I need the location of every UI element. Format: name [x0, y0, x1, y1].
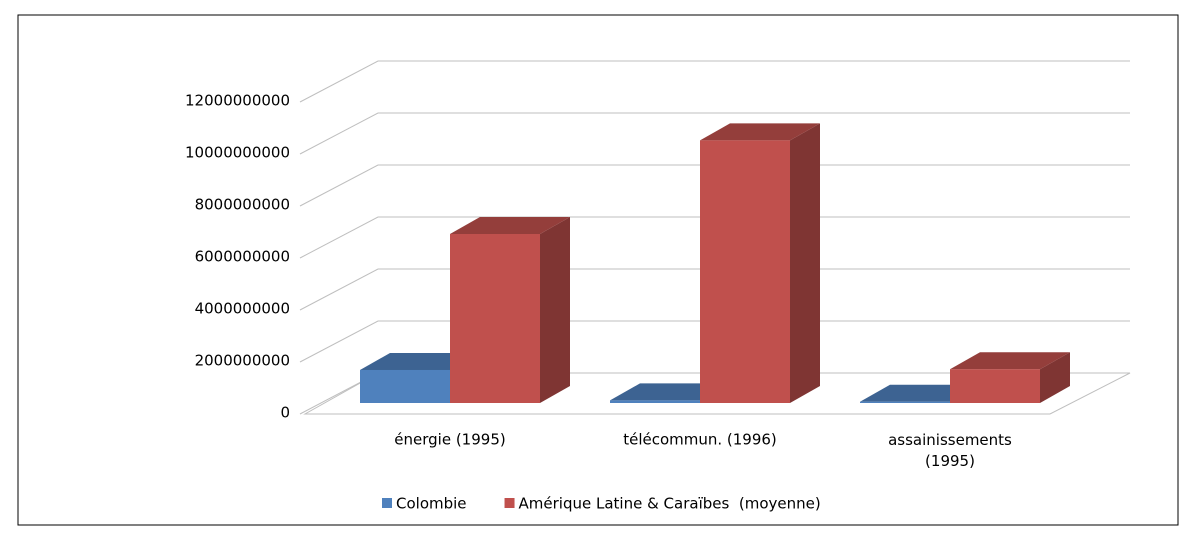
bar-top	[700, 123, 820, 141]
grid-line	[299, 60, 1130, 103]
y-tick-label: 2000000000	[195, 352, 290, 370]
legend-swatch	[382, 498, 392, 508]
grid-line	[299, 164, 1130, 207]
grid-line	[299, 268, 1130, 311]
bar-top	[950, 352, 1070, 370]
y-tick-label: 4000000000	[195, 300, 290, 318]
grid-line	[299, 320, 1130, 363]
x-tick-label-line: (1995)	[925, 452, 975, 470]
x-tick-label: télécommun. (1996)	[623, 431, 777, 449]
bar	[360, 369, 450, 403]
bar	[610, 400, 700, 403]
chart-border	[17, 14, 1179, 526]
x-tick-label: assainissements (1995)	[888, 431, 1012, 470]
legend-label: Amérique Latine & Caraïbes (moyenne)	[519, 495, 821, 513]
legend-swatch	[504, 498, 515, 508]
y-tick-label: 0	[280, 404, 290, 422]
y-tick-label: 12000000000	[185, 92, 290, 110]
bar-side	[1040, 352, 1070, 403]
bar-side	[790, 123, 820, 404]
bar	[450, 234, 540, 403]
bar	[950, 369, 1040, 403]
y-tick-label: 8000000000	[195, 196, 290, 214]
bar	[700, 140, 790, 403]
x-tick-label-line: assainissements	[888, 431, 1012, 449]
x-tick-label: énergie (1995)	[394, 431, 505, 449]
grid-line	[299, 112, 1130, 155]
y-tick-label: 10000000000	[185, 144, 290, 162]
grid-line	[299, 216, 1130, 259]
legend-label: Colombie	[396, 495, 467, 513]
bar-side	[540, 217, 570, 403]
y-tick-label: 6000000000	[195, 248, 290, 266]
bar	[860, 401, 950, 403]
bar-top	[450, 217, 570, 234]
